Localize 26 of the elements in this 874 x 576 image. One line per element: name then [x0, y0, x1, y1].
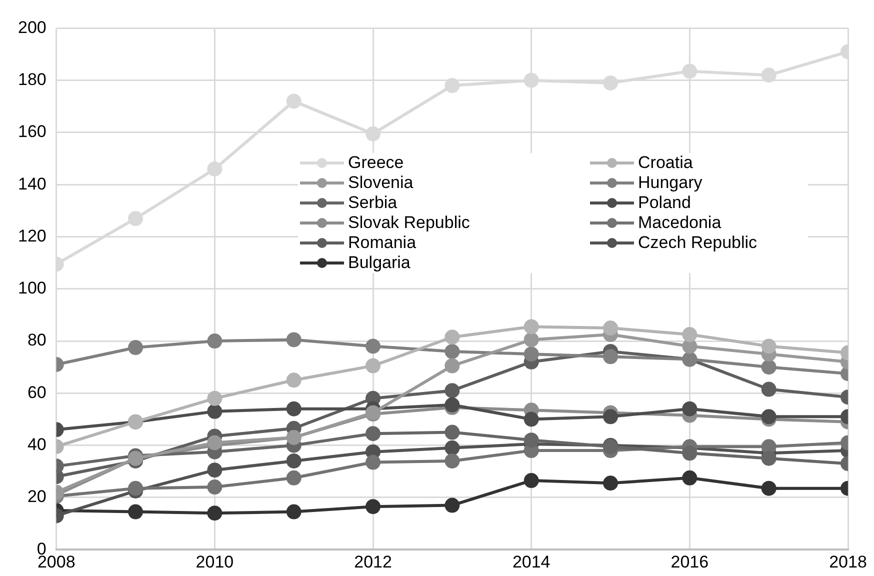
y-tick-label: 60 — [27, 382, 46, 402]
x-tick-label: 2010 — [196, 552, 234, 572]
y-tick-label: 100 — [18, 278, 46, 298]
legend-label: Hungary — [638, 173, 702, 193]
y-tick-label: 140 — [18, 174, 46, 194]
x-tick-label: 2016 — [670, 552, 709, 572]
x-tick-label: 2018 — [829, 552, 867, 572]
legend-label: Slovenia — [348, 173, 414, 193]
x-tick-label: 2014 — [512, 552, 550, 572]
legend-label: Poland — [638, 193, 691, 213]
legend-label: Macedonia — [638, 213, 722, 233]
legend-label: Slovak Republic — [348, 213, 470, 233]
y-tick-label: 120 — [18, 226, 46, 246]
legend-label: Serbia — [348, 193, 398, 213]
x-tick-label: 2012 — [354, 552, 392, 572]
y-tick-label: 180 — [18, 70, 46, 90]
legend-label: Croatia — [638, 153, 693, 173]
y-tick-label: 80 — [27, 330, 46, 350]
y-tick-label: 160 — [18, 122, 46, 142]
legend-label: Czech Republic — [638, 233, 758, 253]
y-tick-label: 20 — [27, 487, 46, 506]
legend-label: Bulgaria — [348, 253, 410, 273]
y-tick-label: 40 — [27, 435, 46, 454]
legend-label: Greece — [348, 153, 404, 173]
legend-label: Romania — [348, 233, 416, 253]
y-tick-label: 200 — [18, 18, 46, 37]
